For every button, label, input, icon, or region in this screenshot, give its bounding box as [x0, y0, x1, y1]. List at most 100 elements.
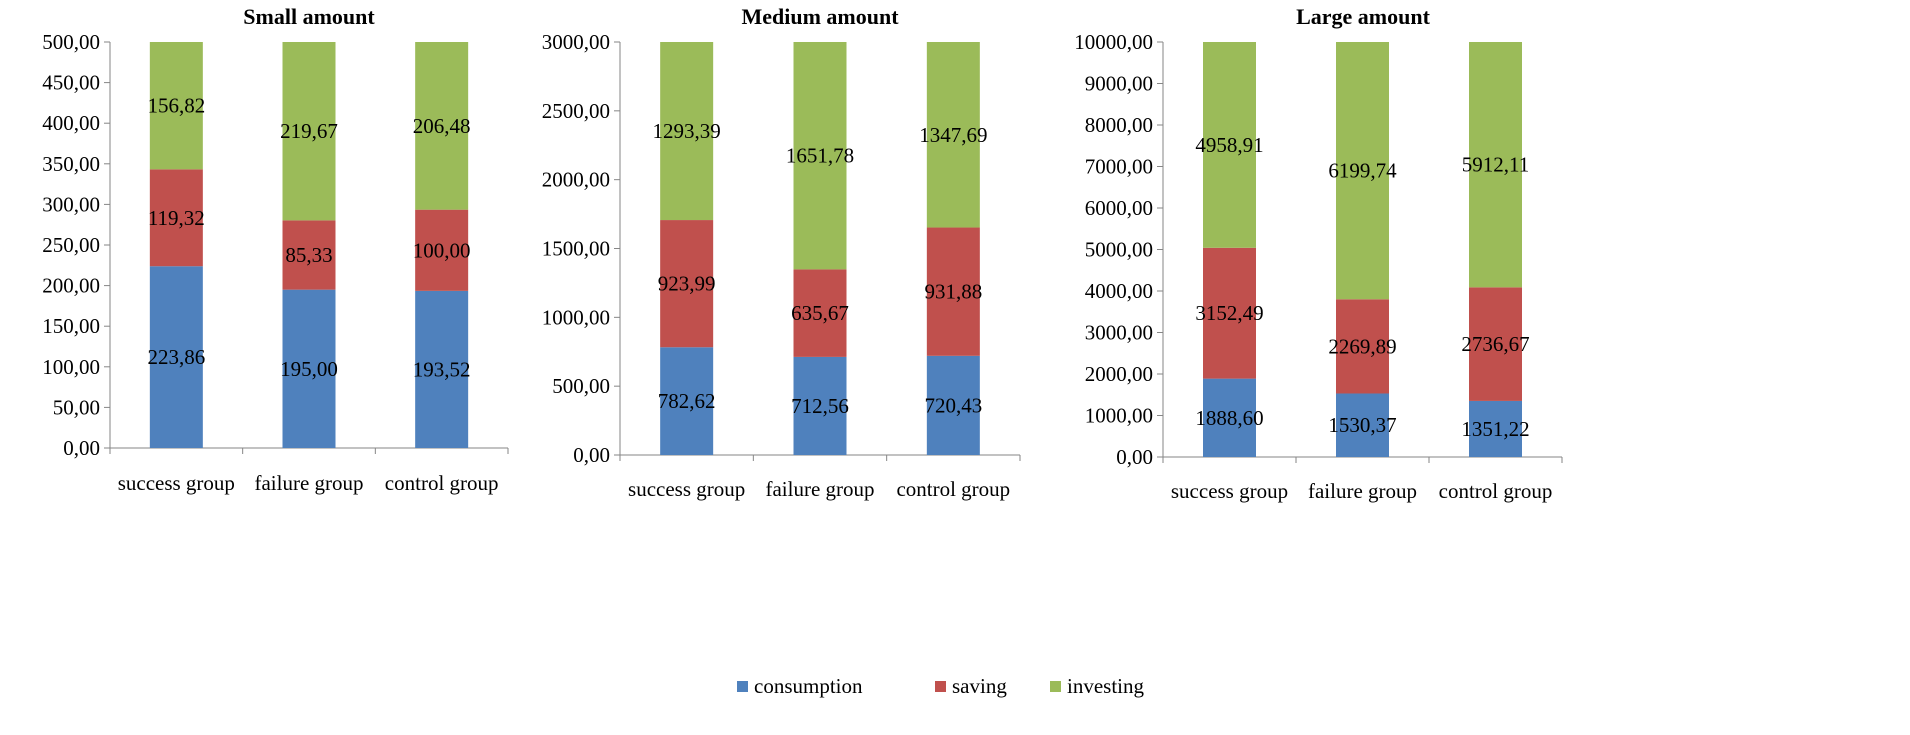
y-tick-label: 250,00: [42, 233, 100, 257]
legend-swatch-saving: [935, 681, 946, 692]
y-tick-label: 0,00: [63, 436, 100, 460]
bar-investing: [660, 42, 714, 221]
y-tick-label: 150,00: [42, 314, 100, 338]
bar-investing: [415, 42, 469, 210]
y-tick-label: 500,00: [42, 30, 100, 54]
y-tick-label: 10000,00: [1074, 30, 1153, 54]
y-tick-label: 50,00: [53, 395, 100, 419]
bar-saving: [282, 220, 336, 290]
bar-consumption: [1469, 400, 1522, 457]
y-tick-label: 6000,00: [1085, 196, 1153, 220]
bar-consumption: [149, 266, 203, 448]
data-label-saving: 119,32: [148, 206, 205, 230]
y-tick-label: 9000,00: [1085, 72, 1153, 96]
bar-consumption: [1203, 378, 1256, 457]
data-label-consumption: 712,56: [791, 394, 849, 418]
x-category-label: success group: [1171, 479, 1288, 503]
chart-title: Large amount: [1296, 4, 1431, 29]
data-label-saving: 85,33: [285, 243, 332, 267]
y-tick-label: 2000,00: [542, 168, 610, 192]
bar-investing: [1469, 42, 1522, 288]
x-category-label: success group: [628, 477, 745, 501]
bar-consumption: [1336, 393, 1389, 457]
y-tick-label: 0,00: [573, 443, 610, 467]
x-category-label: failure group: [765, 477, 874, 501]
y-tick-label: 1500,00: [542, 237, 610, 261]
bar-investing: [926, 42, 980, 228]
legend-label-investing: investing: [1067, 674, 1144, 698]
x-category-label: failure group: [1308, 479, 1417, 503]
bar-consumption: [282, 289, 336, 448]
y-tick-label: 350,00: [42, 152, 100, 176]
legend-label-saving: saving: [952, 674, 1007, 698]
bar-investing: [1203, 42, 1256, 248]
bar-saving: [1203, 247, 1256, 379]
legend-swatch-consumption: [737, 681, 748, 692]
data-label-investing: 1651,78: [786, 144, 854, 168]
data-label-investing: 206,48: [413, 114, 471, 138]
data-label-saving: 635,67: [791, 301, 849, 325]
data-label-saving: 931,88: [924, 280, 982, 304]
data-label-consumption: 720,43: [924, 393, 982, 417]
bar-saving: [1336, 299, 1389, 394]
data-label-investing: 219,67: [280, 119, 338, 143]
data-label-saving: 2269,89: [1328, 334, 1396, 358]
y-tick-label: 2000,00: [1085, 362, 1153, 386]
data-label-investing: 1293,39: [653, 119, 721, 143]
bar-investing: [1336, 42, 1389, 300]
bar-saving: [926, 227, 980, 356]
data-label-investing: 4958,91: [1195, 133, 1263, 157]
y-tick-label: 200,00: [42, 274, 100, 298]
y-tick-label: 4000,00: [1085, 279, 1153, 303]
y-tick-label: 3000,00: [1085, 321, 1153, 345]
y-tick-label: 0,00: [1116, 445, 1153, 469]
data-label-saving: 100,00: [413, 238, 471, 262]
y-tick-label: 500,00: [552, 374, 610, 398]
data-label-consumption: 1351,22: [1461, 417, 1529, 441]
y-tick-label: 3000,00: [542, 30, 610, 54]
bar-investing: [149, 42, 203, 170]
y-tick-label: 450,00: [42, 71, 100, 95]
bar-saving: [793, 269, 847, 357]
bar-saving: [660, 220, 714, 348]
bar-investing: [793, 41, 847, 270]
bar-saving: [415, 209, 469, 291]
bar-saving: [149, 169, 203, 267]
y-tick-label: 5000,00: [1085, 238, 1153, 262]
x-category-label: control group: [1439, 479, 1553, 503]
data-label-consumption: 782,62: [658, 389, 716, 413]
data-label-consumption: 1530,37: [1328, 413, 1396, 437]
legend-swatch-investing: [1050, 681, 1061, 692]
x-category-label: control group: [385, 471, 499, 495]
data-label-investing: 1347,69: [919, 123, 987, 147]
y-tick-label: 2500,00: [542, 99, 610, 123]
bar-consumption: [793, 356, 847, 455]
y-tick-label: 1000,00: [1085, 404, 1153, 428]
data-label-investing: 6199,74: [1328, 159, 1397, 183]
y-tick-label: 8000,00: [1085, 113, 1153, 137]
x-category-label: failure group: [254, 471, 363, 495]
y-tick-label: 7000,00: [1085, 155, 1153, 179]
y-tick-label: 300,00: [42, 192, 100, 216]
data-label-consumption: 223,86: [147, 345, 205, 369]
data-label-investing: 156,82: [147, 94, 205, 118]
y-tick-label: 400,00: [42, 111, 100, 135]
y-tick-label: 100,00: [42, 355, 100, 379]
chart-title: Medium amount: [741, 4, 899, 29]
bar-consumption: [660, 347, 714, 455]
data-label-consumption: 193,52: [413, 357, 471, 381]
y-tick-label: 1000,00: [542, 305, 610, 329]
x-category-label: control group: [896, 477, 1010, 501]
data-label-consumption: 195,00: [280, 357, 338, 381]
data-label-saving: 923,99: [658, 272, 716, 296]
bar-consumption: [415, 290, 469, 448]
x-category-label: success group: [118, 471, 235, 495]
data-label-saving: 3152,49: [1195, 301, 1263, 325]
data-label-saving: 2736,67: [1461, 332, 1529, 356]
data-label-consumption: 1888,60: [1195, 406, 1263, 430]
chart-title: Small amount: [243, 4, 375, 29]
bar-investing: [282, 42, 336, 221]
bar-saving: [1469, 287, 1522, 401]
